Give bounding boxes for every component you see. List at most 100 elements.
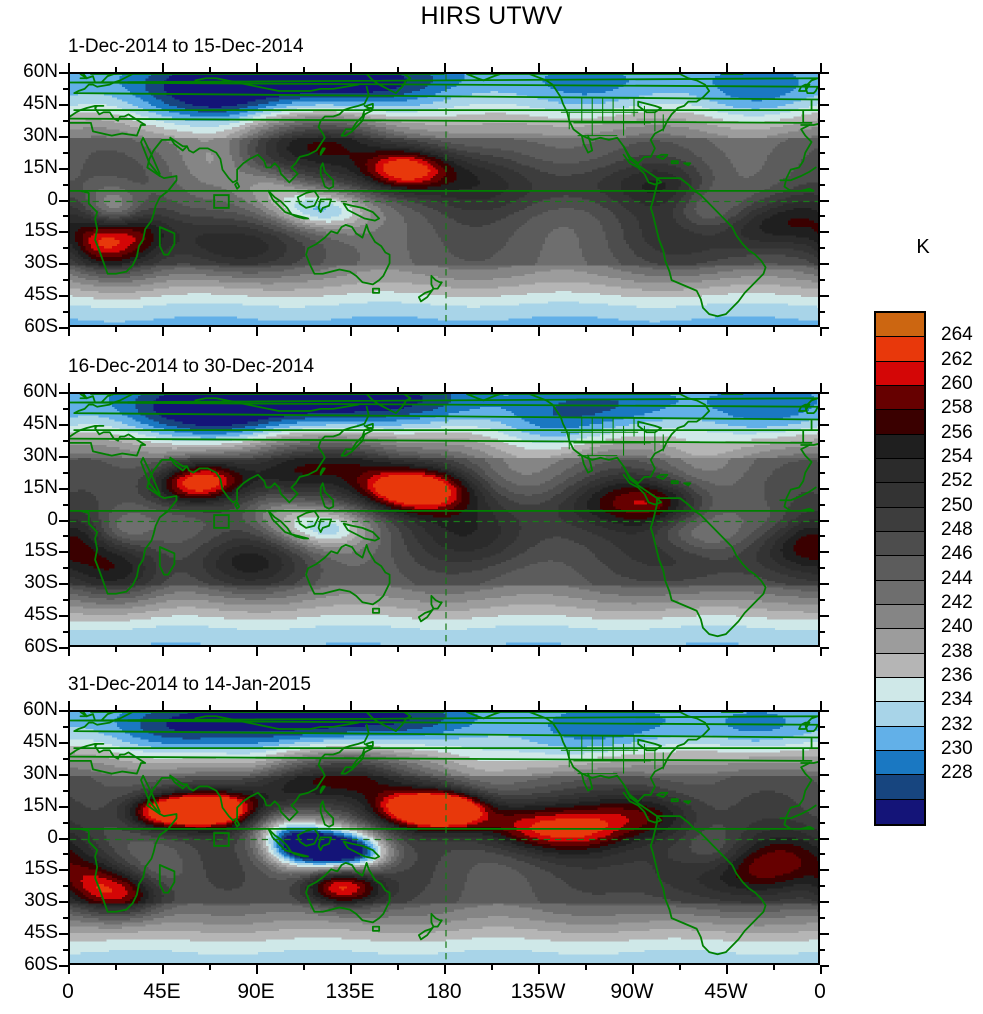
colorbar-tick-244: 244 bbox=[941, 568, 973, 590]
xtick-minor bbox=[303, 965, 305, 970]
colorbar-tick-238: 238 bbox=[941, 641, 973, 663]
xtick-minor bbox=[585, 327, 587, 332]
ytick-mark bbox=[820, 424, 829, 426]
colorbar-band-9 bbox=[876, 532, 924, 556]
colorbar-tick-232: 232 bbox=[941, 714, 973, 736]
colorbar-band-5 bbox=[876, 435, 924, 459]
ytick-p1-60S: 60S bbox=[0, 316, 58, 338]
ytick-mark bbox=[820, 168, 829, 170]
xtick-mark bbox=[444, 383, 446, 392]
xtick-minor bbox=[115, 327, 117, 332]
xtick-mark bbox=[162, 327, 164, 336]
xtick-label-45E: 45E bbox=[122, 980, 202, 1004]
xtick-label-45W: 45W bbox=[686, 980, 766, 1004]
ytick-minor bbox=[63, 184, 68, 186]
xtick-mark bbox=[632, 327, 634, 336]
colorbar-band-7 bbox=[876, 483, 924, 507]
ytick-mark bbox=[59, 231, 68, 233]
xtick-minor bbox=[397, 67, 399, 72]
xtick-mark bbox=[726, 965, 728, 974]
xtick-minor bbox=[585, 965, 587, 970]
xtick-minor bbox=[303, 67, 305, 72]
xtick-minor bbox=[397, 327, 399, 332]
xtick-mark bbox=[820, 965, 822, 974]
ytick-mark bbox=[820, 392, 829, 394]
xtick-mark bbox=[256, 701, 258, 710]
ytick-p2-15N: 15N bbox=[0, 477, 58, 499]
xtick-minor bbox=[773, 327, 775, 332]
colorbar-band-0 bbox=[876, 313, 924, 337]
colorbar-band-10 bbox=[876, 556, 924, 580]
colorbar-band-4 bbox=[876, 410, 924, 434]
ytick-minor bbox=[63, 949, 68, 951]
ytick-minor bbox=[63, 853, 68, 855]
ytick-mark bbox=[820, 774, 829, 776]
xtick-mark bbox=[350, 63, 352, 72]
xtick-minor bbox=[679, 647, 681, 652]
ytick-mark bbox=[59, 136, 68, 138]
xtick-mark bbox=[350, 327, 352, 336]
ytick-mark bbox=[59, 488, 68, 490]
xtick-mark bbox=[538, 647, 540, 656]
ytick-minor bbox=[820, 535, 825, 537]
ytick-p3-45N: 45N bbox=[0, 731, 58, 753]
ytick-minor bbox=[63, 535, 68, 537]
ytick-minor bbox=[820, 726, 825, 728]
ytick-mark bbox=[59, 520, 68, 522]
xtick-minor bbox=[209, 965, 211, 970]
xtick-label-0: 0 bbox=[780, 980, 860, 1004]
xtick-minor bbox=[209, 327, 211, 332]
ytick-p3-60N: 60N bbox=[0, 699, 58, 721]
ytick-p1-15S: 15S bbox=[0, 220, 58, 242]
colorbar-band-14 bbox=[876, 654, 924, 678]
ytick-minor bbox=[63, 631, 68, 633]
xtick-minor bbox=[303, 387, 305, 392]
xtick-minor bbox=[773, 67, 775, 72]
colorbar-tick-234: 234 bbox=[941, 689, 973, 711]
ytick-minor bbox=[820, 599, 825, 601]
ytick-mark bbox=[59, 392, 68, 394]
panel-2-plot[interactable] bbox=[68, 392, 820, 647]
colorbar-unit-label: K bbox=[893, 236, 953, 259]
ytick-mark bbox=[59, 742, 68, 744]
ytick-mark bbox=[820, 869, 829, 871]
ytick-minor bbox=[820, 949, 825, 951]
ytick-mark bbox=[59, 168, 68, 170]
xtick-mark bbox=[632, 701, 634, 710]
ytick-minor bbox=[63, 279, 68, 281]
colorbar[interactable] bbox=[874, 311, 926, 826]
ytick-mark bbox=[820, 806, 829, 808]
ytick-p2-30S: 30S bbox=[0, 572, 58, 594]
ytick-mark bbox=[820, 933, 829, 935]
ytick-mark bbox=[820, 295, 829, 297]
xtick-mark bbox=[256, 647, 258, 656]
ytick-minor bbox=[820, 440, 825, 442]
ytick-mark bbox=[59, 424, 68, 426]
ytick-minor bbox=[63, 440, 68, 442]
colorbar-band-12 bbox=[876, 605, 924, 629]
ytick-minor bbox=[820, 279, 825, 281]
ytick-mark bbox=[59, 806, 68, 808]
panel-3-map bbox=[70, 712, 820, 965]
ytick-minor bbox=[820, 790, 825, 792]
ytick-mark bbox=[820, 104, 829, 106]
ytick-minor bbox=[820, 885, 825, 887]
ytick-mark bbox=[59, 869, 68, 871]
xtick-mark bbox=[256, 63, 258, 72]
ytick-p2-60N: 60N bbox=[0, 381, 58, 403]
xtick-mark bbox=[538, 327, 540, 336]
colorbar-tick-230: 230 bbox=[941, 738, 973, 760]
xtick-mark bbox=[350, 647, 352, 656]
xtick-minor bbox=[679, 67, 681, 72]
ytick-minor bbox=[63, 215, 68, 217]
xtick-mark bbox=[726, 63, 728, 72]
panel-3-plot[interactable] bbox=[68, 710, 820, 965]
colorbar-band-19 bbox=[876, 775, 924, 799]
xtick-minor bbox=[773, 705, 775, 710]
xtick-mark bbox=[162, 383, 164, 392]
xtick-minor bbox=[491, 647, 493, 652]
xtick-minor bbox=[679, 705, 681, 710]
panel-1-plot[interactable] bbox=[68, 72, 820, 327]
xtick-mark bbox=[820, 383, 822, 392]
